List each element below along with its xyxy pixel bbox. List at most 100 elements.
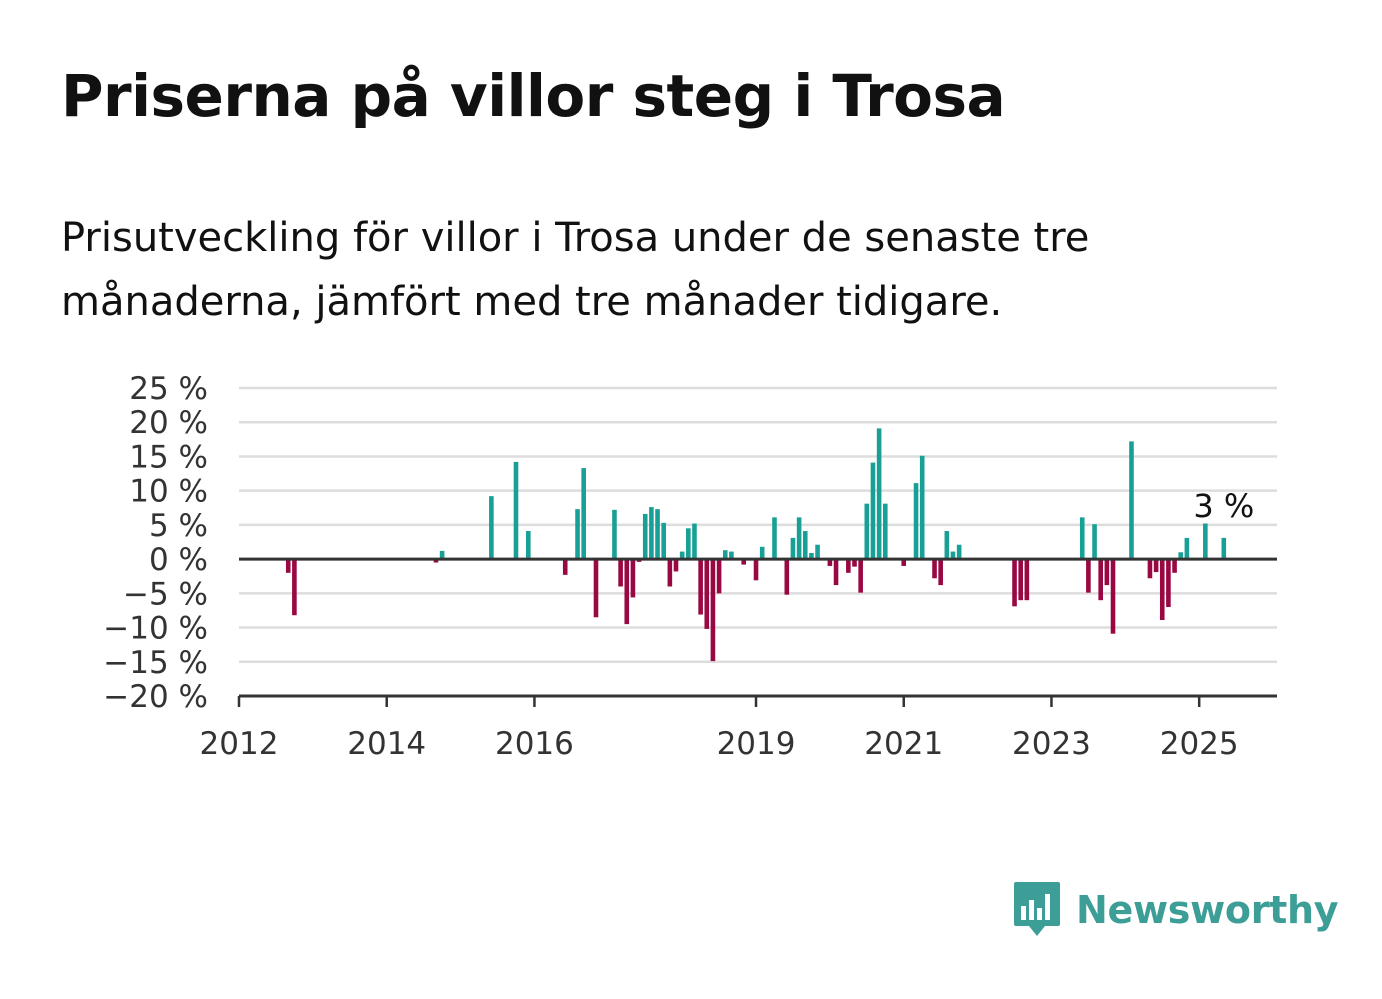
- bar: [858, 559, 863, 593]
- newsworthy-logo-icon: [1014, 882, 1060, 936]
- bar: [901, 559, 907, 566]
- bar: [729, 551, 734, 560]
- bar: [489, 496, 494, 560]
- bars: [285, 428, 1227, 662]
- axes: [237, 557, 1277, 707]
- bar: [439, 550, 445, 560]
- bar: [673, 559, 679, 572]
- bar: [1012, 559, 1017, 607]
- bar: [852, 559, 857, 567]
- bar: [692, 523, 697, 560]
- latest-value-label: 3 %: [1193, 487, 1254, 525]
- bar: [562, 559, 568, 575]
- bar: [1159, 559, 1165, 621]
- y-tick-label: −5 %: [123, 576, 208, 612]
- bar: [919, 455, 925, 560]
- bar: [753, 559, 759, 581]
- bar: [1018, 559, 1023, 601]
- y-tick-label: 5 %: [149, 508, 208, 544]
- bar: [686, 528, 691, 560]
- y-tick-label: −20 %: [103, 679, 208, 715]
- bar-chart: 25 %20 %15 %10 %5 %0 %−5 %−10 %−15 %−20 …: [103, 371, 1277, 762]
- bar: [932, 559, 937, 579]
- bar: [722, 550, 728, 560]
- x-tick-label: 2014: [347, 726, 426, 762]
- bar: [784, 559, 790, 595]
- bar: [1092, 524, 1097, 560]
- bar: [698, 559, 703, 615]
- bar: [1147, 559, 1153, 579]
- bar: [772, 517, 777, 560]
- bar: [618, 559, 623, 587]
- bar: [612, 509, 617, 560]
- bar: [1110, 559, 1116, 634]
- bar: [827, 559, 833, 566]
- y-tick-label: 0 %: [149, 542, 208, 578]
- bar: [876, 428, 882, 560]
- bar: [649, 507, 654, 560]
- gridlines: [239, 386, 1277, 664]
- bar: [593, 559, 599, 618]
- bar: [950, 551, 956, 560]
- bar: [655, 509, 660, 560]
- x-tick-label: 2023: [1012, 726, 1091, 762]
- bar: [1079, 517, 1085, 560]
- bar: [846, 559, 851, 573]
- bar: [956, 544, 962, 560]
- bar: [575, 509, 580, 560]
- bar: [581, 468, 586, 560]
- y-tick-label: −15 %: [103, 645, 208, 681]
- bar: [710, 559, 716, 662]
- bar: [741, 559, 747, 565]
- bar: [759, 546, 765, 560]
- bar: [790, 537, 796, 560]
- bar: [815, 544, 820, 560]
- chart-subtitle: Prisutveckling för villor i Trosa under …: [61, 215, 1090, 325]
- bar: [913, 483, 919, 560]
- bar: [704, 559, 710, 629]
- x-tick-label: 2021: [864, 726, 943, 762]
- bar: [870, 462, 876, 560]
- bar: [661, 522, 666, 560]
- y-tick-label: 25 %: [129, 371, 208, 407]
- bar: [667, 559, 673, 587]
- x-tick-label: 2012: [200, 726, 279, 762]
- bar: [1172, 559, 1177, 573]
- x-tick-label: 2019: [717, 726, 796, 762]
- x-tick-label: 2025: [1160, 726, 1239, 762]
- bar: [1221, 537, 1227, 560]
- y-tick-label: −10 %: [103, 611, 208, 647]
- bar: [1178, 552, 1184, 560]
- bar: [624, 559, 630, 625]
- bar: [944, 531, 950, 560]
- bar: [513, 461, 519, 560]
- y-tick-label: 20 %: [129, 405, 208, 441]
- bar: [433, 559, 439, 563]
- brand-logo: Newsworthy: [1012, 878, 1339, 942]
- x-tick-label: 2016: [495, 726, 574, 762]
- bar: [796, 517, 802, 560]
- bar: [1024, 559, 1030, 601]
- bar: [833, 559, 839, 586]
- y-tick-label: 10 %: [129, 474, 208, 510]
- bar: [525, 531, 531, 560]
- bar: [716, 559, 722, 594]
- bar: [1203, 523, 1208, 560]
- bar: [285, 559, 291, 573]
- bar: [1129, 441, 1134, 560]
- bar: [1086, 559, 1091, 593]
- chart-title: Priserna på villor steg i Trosa: [61, 62, 1006, 130]
- bar: [1098, 559, 1103, 601]
- bar: [1153, 559, 1159, 573]
- bar: [1184, 537, 1190, 560]
- bar: [630, 559, 636, 598]
- bar: [679, 551, 685, 560]
- bar: [802, 531, 808, 560]
- bar: [1166, 559, 1171, 608]
- bar: [1104, 559, 1110, 586]
- bar: [938, 559, 943, 586]
- bar: [864, 503, 870, 560]
- y-tick-label: 15 %: [129, 439, 208, 475]
- bar: [882, 503, 888, 560]
- bar: [642, 513, 648, 560]
